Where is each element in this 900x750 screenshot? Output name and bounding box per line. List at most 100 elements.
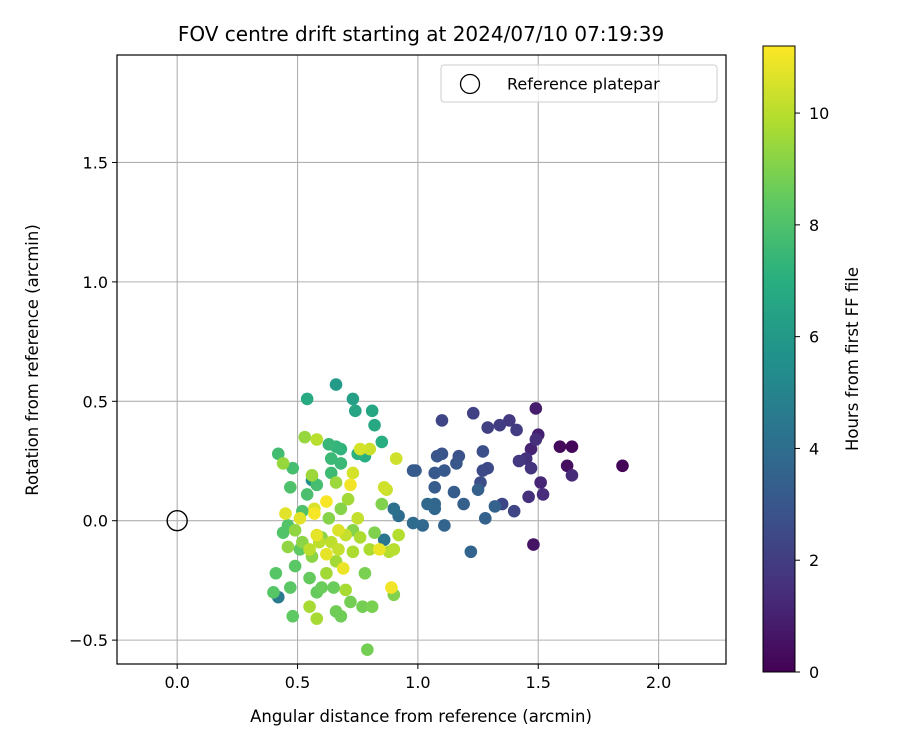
scatter-point [281, 540, 295, 554]
scatter-point [389, 452, 403, 465]
scatter-point [385, 581, 398, 594]
scatter-point [322, 512, 336, 525]
scatter-point [438, 464, 451, 477]
scatter-point [510, 423, 523, 437]
y-tick-label: 0.5 [83, 392, 108, 411]
scatter-point [267, 586, 280, 599]
y-axis-label: Rotation from reference (arcmin) [23, 224, 42, 496]
scatter-point [276, 526, 290, 539]
x-axis-label: Angular distance from reference (arcmin) [250, 707, 592, 726]
legend-open-circle-icon [459, 73, 481, 95]
scatter-point [363, 442, 377, 456]
scatter-point [522, 490, 535, 504]
scatter-point [305, 469, 319, 482]
scatter-point [476, 445, 490, 458]
legend: Reference platepar [440, 64, 718, 103]
scatter-point [481, 421, 494, 434]
x-tick-label: 1.0 [405, 673, 430, 692]
scatter-point [332, 523, 345, 537]
scatter-point [503, 414, 516, 427]
scatter-point [466, 406, 480, 420]
scatter-point [336, 562, 350, 575]
scatter-point [329, 378, 343, 391]
colorbar-tick-label: 2 [809, 551, 819, 570]
scatter-point [471, 483, 485, 496]
scatter-point [365, 600, 379, 613]
scatter-point [339, 583, 352, 597]
y-tick-label: 1.0 [83, 273, 108, 292]
x-tick-label: 0.0 [164, 673, 189, 692]
scatter-point [493, 418, 507, 432]
y-tick-label: 1.5 [83, 153, 108, 172]
scatter-point [377, 480, 391, 494]
scatter-point [284, 581, 297, 594]
scatter-point [392, 528, 405, 542]
scatter-point [353, 531, 367, 544]
colorbar-tick-label: 6 [809, 328, 819, 347]
scatter-point [300, 392, 314, 406]
x-axis-ticks: 0.0 0.5 1.0 1.5 2.0 [164, 664, 671, 692]
scatter-point [310, 528, 324, 542]
scatter-point [334, 502, 348, 516]
colorbar-tick-label: 8 [809, 216, 819, 235]
scatter-point [344, 478, 357, 492]
x-tick-label: 0.5 [285, 673, 310, 692]
scatter-point [435, 414, 449, 427]
scatter-point [478, 512, 492, 525]
scatter-point [368, 418, 381, 432]
scatter-point [553, 440, 567, 453]
scatter-point [334, 457, 348, 470]
scatter-point [353, 442, 367, 456]
scatter-point [346, 545, 360, 559]
scatter-point [438, 519, 451, 532]
scatter-point [512, 454, 526, 468]
plot-frame [116, 54, 727, 665]
scatter-point [416, 519, 430, 532]
grid-lines [117, 55, 726, 664]
scatter-point [527, 538, 540, 551]
scatter-point [488, 500, 502, 513]
scatter-point [286, 609, 300, 623]
scatter-point [377, 533, 391, 547]
scatter-point [387, 502, 401, 516]
scatter-point [428, 480, 442, 494]
scatter-point [329, 476, 343, 489]
scatter-point [358, 566, 372, 580]
scatter-point [293, 512, 307, 525]
scatter-point [450, 457, 463, 470]
colorbar-gradient [762, 45, 796, 673]
scatter-point [320, 495, 333, 508]
scatter-point [387, 543, 401, 556]
legend-box [440, 64, 718, 103]
scatter-point [329, 605, 343, 618]
scatter-point [310, 478, 324, 492]
colorbar: 0 2 4 6 8 10 Hours from first FF file [762, 45, 862, 682]
scatter-point [457, 497, 470, 511]
scatter-point [327, 581, 340, 594]
y-axis-ticks: −0.5 0.0 0.5 1.0 1.5 [69, 153, 117, 650]
chart-title: FOV centre drift starting at 2024/07/10 … [178, 22, 664, 46]
scatter-point [320, 547, 333, 561]
colorbar-tick-label: 4 [809, 439, 819, 458]
scatter-point [346, 466, 360, 480]
scatter-point [375, 435, 389, 449]
legend-label: Reference platepar [507, 75, 660, 94]
scatter-point [271, 447, 285, 461]
scatter-point [428, 466, 442, 480]
scatter-point [344, 595, 357, 609]
scatter-point [363, 543, 377, 556]
colorbar-ticks: 0 2 4 6 8 10 [795, 104, 829, 682]
scatter-point [300, 488, 314, 501]
scatter-point [332, 543, 345, 556]
scatter-point [288, 523, 302, 537]
scatter-point [421, 497, 434, 511]
scatter-point [315, 581, 328, 594]
scatter-point [365, 404, 379, 418]
scatter-point [269, 566, 283, 580]
colorbar-tick-label: 0 [809, 663, 819, 682]
scatter-point [308, 507, 321, 520]
scatter-point [534, 476, 547, 489]
scatter-point [310, 433, 324, 446]
scatter-point [303, 543, 316, 556]
y-tick-label: −0.5 [69, 631, 108, 650]
